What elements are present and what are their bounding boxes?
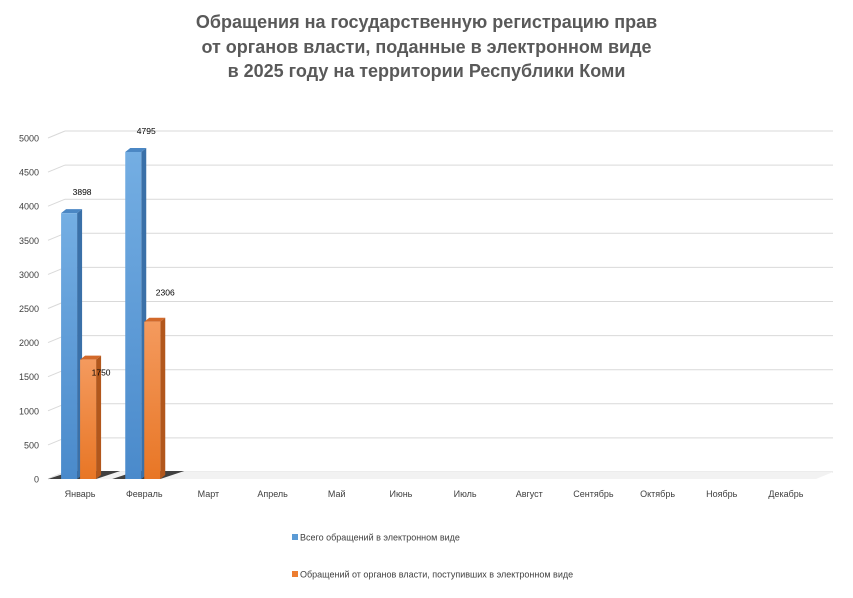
legend-swatch-total (292, 534, 298, 540)
bar-authorities (144, 321, 161, 479)
bar-authorities-side (160, 317, 166, 479)
gridline-diagonal (47, 198, 66, 207)
gridlines (47, 130, 833, 480)
x-tick-label: Январь (65, 489, 96, 499)
bar-total-top (125, 147, 147, 152)
y-tick-label: 500 (24, 440, 39, 450)
legend-swatch-authorities (292, 571, 298, 577)
x-tick-label: Июнь (389, 489, 412, 499)
bar-authorities-top (80, 355, 102, 360)
legend-item-total: Всего обращений в электронном виде (292, 532, 460, 543)
bar-total (61, 213, 78, 479)
data-label: 4795 (137, 126, 156, 136)
x-tick-label: Декабрь (768, 489, 803, 499)
x-tick-label: Июль (454, 489, 477, 499)
chart-floor (48, 472, 833, 479)
y-tick-label: 2000 (19, 338, 39, 348)
x-axis: Январь Февраль Март Апрель Май Июнь Июль Август… (65, 489, 804, 499)
chart-title-line-2: от органов власти, поданные в электронно… (201, 36, 652, 57)
y-tick-label: 4000 (19, 202, 39, 212)
gridline-diagonal (47, 130, 66, 139)
data-label: 3898 (73, 187, 92, 197)
data-labels: 3898 1750 4795 2306 (73, 126, 175, 378)
bar-authorities-top (144, 317, 166, 322)
legend-label-total: Всего обращений в электронном виде (300, 532, 460, 543)
y-axis: 0 500 1000 1500 2000 2500 3000 3500 4000 4500 5000 (19, 134, 39, 485)
y-tick-label: 4500 (19, 168, 39, 178)
x-tick-label: Ноябрь (706, 489, 738, 499)
chart-floor-plane (48, 472, 833, 479)
y-tick-label: 3500 (19, 236, 39, 246)
bar-total-top (61, 209, 83, 214)
x-tick-label: Март (198, 489, 220, 499)
data-label: 1750 (92, 368, 111, 378)
legend-item-authorities: Обращений от органов власти, поступивших… (292, 569, 573, 580)
y-tick-label: 1500 (19, 372, 39, 382)
data-label: 2306 (156, 288, 175, 298)
bar-authorities (80, 359, 97, 479)
chart-title-line-1: Обращения на государственную регистрацию… (195, 12, 658, 32)
y-tick-label: 0 (34, 475, 39, 485)
x-tick-label: Октябрь (640, 489, 675, 499)
y-tick-label: 2500 (19, 304, 39, 314)
y-tick-label: 1000 (19, 406, 39, 416)
x-tick-label: Февраль (126, 489, 163, 499)
x-tick-label: Май (328, 489, 346, 499)
gridline-diagonal (47, 164, 66, 173)
x-tick-label: Апрель (257, 489, 288, 499)
y-tick-label: 5000 (19, 134, 39, 144)
x-tick-label: Сентябрь (573, 489, 614, 499)
bar-total (125, 151, 142, 479)
bar-authorities-side (96, 355, 102, 479)
legend-label-authorities: Обращений от органов власти, поступивших… (300, 569, 574, 580)
bars (48, 147, 185, 479)
chart-title: Обращения на государственную регистрацию… (0, 10, 853, 84)
y-tick-label: 3000 (19, 270, 39, 280)
x-tick-label: Август (516, 489, 543, 499)
chart-title-line-3: в 2025 году на территории Республики Ком… (227, 61, 626, 81)
